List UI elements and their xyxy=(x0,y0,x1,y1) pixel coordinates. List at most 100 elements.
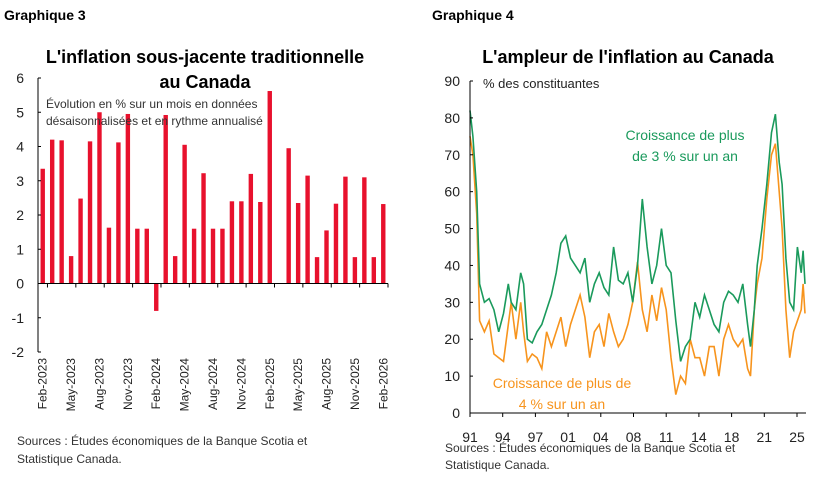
bar xyxy=(40,168,45,284)
source-line1: Sources : Études économiques de la Banqu… xyxy=(17,433,308,448)
bar xyxy=(106,227,112,284)
bar xyxy=(154,283,159,311)
x-tick-label: Aug-2024 xyxy=(206,358,220,410)
bar xyxy=(191,228,197,284)
y-tick-label: 60 xyxy=(444,184,460,200)
bar xyxy=(210,228,216,284)
y-tick-label: 0 xyxy=(16,276,24,292)
chart-title: L'ampleur de l'inflation au Canada xyxy=(482,47,775,67)
x-tick-label: Nov-2023 xyxy=(121,358,135,410)
y-tick-label: 0 xyxy=(452,405,460,421)
bar xyxy=(267,91,272,284)
x-tick-label: 08 xyxy=(626,429,642,445)
bar xyxy=(135,228,140,284)
x-tick-label: Feb-2025 xyxy=(263,358,277,410)
bar xyxy=(97,112,102,284)
bar xyxy=(248,173,254,284)
y-tick-label: 10 xyxy=(444,368,460,384)
bar xyxy=(59,140,64,284)
x-tick-label: 14 xyxy=(691,429,707,445)
chart-left: Graphique 3 L'inflation sous-jacente tra… xyxy=(4,7,390,466)
bar xyxy=(172,256,178,284)
y-tick-label: 80 xyxy=(444,110,460,126)
source-line1: Sources : Études économiques de la Banqu… xyxy=(445,440,736,455)
bar xyxy=(125,113,131,284)
x-tick-label: Aug-2023 xyxy=(92,358,106,410)
y-tick-label: -1 xyxy=(12,310,25,326)
bar xyxy=(324,230,329,284)
y-tick-label: 70 xyxy=(444,147,460,163)
bar xyxy=(229,201,235,284)
y-tick-label: 1 xyxy=(16,241,24,257)
x-tick-label: Feb-2024 xyxy=(149,358,163,410)
bar xyxy=(163,114,168,284)
x-tick-label: May-2025 xyxy=(291,358,305,412)
chart-subtitle-line1: Évolution en % sur un mois en données xyxy=(46,96,257,111)
series-line xyxy=(469,110,806,362)
x-tick-label: May-2023 xyxy=(64,358,78,412)
bar xyxy=(305,175,310,284)
bar xyxy=(68,256,74,284)
bar xyxy=(295,203,301,284)
y-tick-label: 50 xyxy=(444,221,460,237)
y-tick-label: 4 xyxy=(16,139,24,155)
y-tick-label: 3 xyxy=(16,173,24,189)
bar xyxy=(352,257,358,284)
x-tick-label: Feb-2023 xyxy=(36,358,50,410)
x-tick-label: 91 xyxy=(462,429,478,445)
source-line2: Statistique Canada. xyxy=(17,452,122,466)
x-tick-label: 94 xyxy=(495,429,511,445)
bar xyxy=(201,173,206,284)
x-tick-label: 01 xyxy=(560,429,576,445)
y-tick-label: 20 xyxy=(444,331,460,347)
y-tick-label: 5 xyxy=(16,104,24,120)
bar xyxy=(381,204,386,284)
bar xyxy=(333,203,339,284)
series-line xyxy=(469,136,806,395)
bar xyxy=(343,176,348,284)
bar xyxy=(314,257,320,284)
bar xyxy=(87,141,93,284)
bar xyxy=(220,228,225,284)
x-tick-label: 18 xyxy=(724,429,740,445)
chart-right: Graphique 4 L'ampleur de l'inflation au … xyxy=(432,7,806,472)
bar xyxy=(362,177,367,284)
x-tick-label: 97 xyxy=(528,429,544,445)
x-tick-label: 11 xyxy=(659,429,674,445)
bar xyxy=(258,201,263,284)
chart-label: Graphique 3 xyxy=(4,7,86,23)
source-line2: Statistique Canada. xyxy=(445,458,550,472)
chart-subtitle-line2: désaisonnalisées et en rythme annualisé xyxy=(46,114,263,128)
bar xyxy=(182,144,187,284)
x-tick-label: Aug-2025 xyxy=(320,358,334,410)
series-label-orange-line2: 4 % sur un an xyxy=(519,396,605,412)
y-tick-label: 40 xyxy=(444,257,460,273)
y-tick-label: 90 xyxy=(444,73,460,89)
y-axis-label: % des constituantes xyxy=(483,76,600,91)
y-tick-label: 30 xyxy=(444,294,460,310)
y-tick-label: 2 xyxy=(16,207,24,223)
x-tick-label: May-2024 xyxy=(178,358,192,412)
x-tick-label: 25 xyxy=(789,429,805,445)
x-tick-label: 04 xyxy=(593,429,609,445)
x-tick-label: Feb-2026 xyxy=(376,358,390,410)
chart-label: Graphique 4 xyxy=(432,7,514,23)
bar xyxy=(78,198,83,284)
x-tick-label: Nov-2024 xyxy=(234,358,248,410)
bar xyxy=(144,228,149,284)
chart-title-line2: au Canada xyxy=(159,72,251,92)
bar xyxy=(286,148,291,284)
y-tick-label: -2 xyxy=(12,344,25,360)
series-label-green-line1: Croissance de plus xyxy=(625,127,744,143)
y-tick-label: 6 xyxy=(16,70,24,86)
bar xyxy=(116,142,121,284)
series-label-orange-line1: Croissance de plus de xyxy=(493,375,632,391)
chart-title-line1: L'inflation sous-jacente traditionnelle xyxy=(46,47,364,67)
bar xyxy=(49,139,55,284)
bar xyxy=(371,257,377,284)
x-tick-label: Nov-2025 xyxy=(348,358,362,410)
series-label-green-line2: de 3 % sur un an xyxy=(632,148,738,164)
x-tick-label: 21 xyxy=(757,429,773,445)
bar xyxy=(239,201,244,284)
